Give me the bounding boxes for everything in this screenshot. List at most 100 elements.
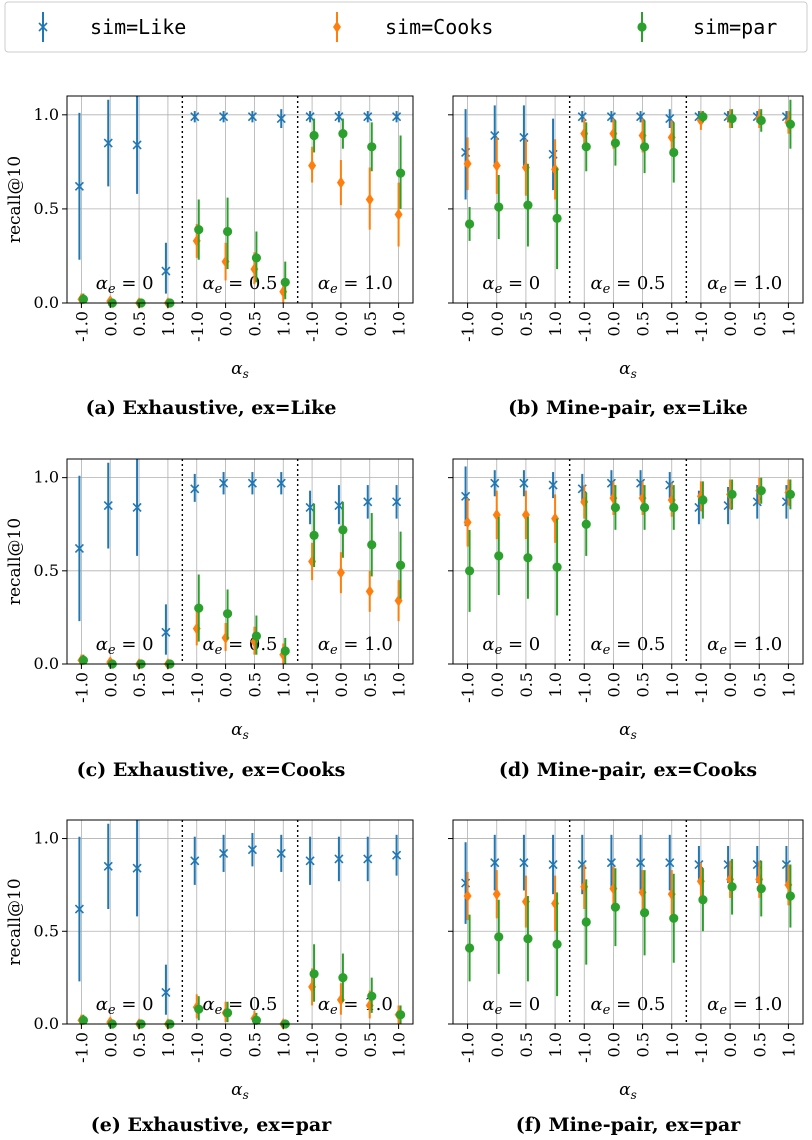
data-point	[251, 631, 262, 641]
data-point	[727, 489, 737, 500]
data-point	[610, 502, 621, 513]
legend-item-like: sim=Like	[38, 12, 186, 42]
x-tick-label: 1.0	[390, 1032, 409, 1057]
caption-b: (b) Mine-pair, ex=Like	[508, 397, 748, 419]
x-tick-label: 1.0	[159, 1032, 178, 1057]
x-tick-label: 1.0	[663, 1032, 682, 1057]
group-label: αe = 0	[96, 634, 154, 658]
y-axis-label: recall@10	[5, 878, 25, 965]
y-tick-label: 0.5	[34, 199, 59, 218]
legend-marker-diamond	[333, 12, 341, 42]
x-tick-label: 0.5	[634, 311, 653, 336]
data-point	[669, 502, 679, 513]
x-tick-label: 0.0	[217, 311, 236, 336]
data-point	[219, 848, 229, 858]
chart-panel-c: αe = 0 αe = 0.5 αe = 1.0 0.0 0.5 1.0 -1.0 0.0 0.…	[5, 458, 414, 742]
chart-panel-b: αe = 0 αe = 0.5 αe = 1.0 -1.0 0.0 0.5 1.0 -1.0 0…	[448, 95, 804, 381]
data-point	[494, 202, 504, 212]
group-label: αe = 0.5	[590, 273, 665, 297]
group-label: αe = 1.0	[707, 994, 782, 1018]
x-tick-label: 0.0	[488, 1032, 507, 1057]
x-tick-label: 0.0	[721, 311, 740, 336]
group-label: αe = 0.5	[202, 634, 277, 658]
data-point	[161, 987, 171, 998]
x-tick-label: 0.5	[245, 311, 264, 336]
y-tick-label: 0.0	[34, 654, 59, 673]
y-tick-label: 0.5	[34, 921, 59, 940]
group-label: αe = 0	[96, 994, 154, 1018]
data-point	[785, 489, 796, 500]
data-point	[365, 585, 374, 598]
data-point	[392, 112, 402, 122]
data-point	[74, 181, 84, 191]
data-point	[363, 112, 373, 122]
data-point	[606, 858, 616, 868]
data-point	[669, 913, 679, 923]
data-point	[665, 480, 675, 490]
plot-frame	[452, 95, 804, 304]
x-axis-label: αs	[619, 359, 637, 381]
data-point	[247, 478, 257, 488]
series-sim-like	[461, 105, 791, 200]
data-point	[523, 553, 533, 563]
x-tick-label: 1.0	[546, 311, 565, 336]
x-tick-label: 0.5	[130, 672, 149, 697]
x-tick-label: 1.0	[274, 672, 293, 697]
plot-frame	[452, 458, 804, 665]
x-axis-label: αs	[619, 720, 637, 742]
data-point	[577, 859, 587, 870]
x-tick-label: -1.0	[72, 1032, 91, 1063]
data-point	[490, 478, 500, 488]
data-point	[363, 854, 373, 864]
group-label: αe = 1.0	[318, 273, 393, 297]
group-label: αe = 0.5	[590, 994, 665, 1018]
series-sim-like	[74, 96, 402, 294]
data-point	[103, 138, 113, 148]
x-tick-label: 1.0	[390, 672, 409, 697]
series-sim-par	[464, 477, 796, 616]
data-point	[785, 119, 796, 129]
group-label: αe = 1.0	[318, 994, 393, 1018]
data-point	[276, 114, 286, 124]
data-point	[194, 1004, 204, 1014]
data-point	[338, 129, 348, 139]
x-tick-label: 0.5	[750, 1032, 769, 1057]
data-point	[309, 130, 319, 141]
legend-marker-shape	[333, 21, 341, 33]
group-label: αe = 0.5	[590, 634, 665, 658]
x-tick-label: 0.5	[634, 1032, 653, 1057]
plot-frame	[452, 819, 804, 1025]
plot-frame	[66, 458, 414, 665]
x-tick-label: 0.0	[217, 1032, 236, 1057]
data-point	[161, 266, 171, 276]
data-point	[336, 176, 345, 189]
y-axis-label: recall@10	[5, 518, 25, 605]
x-tick-label: 0.0	[488, 311, 507, 336]
x-tick-label: 1.0	[663, 311, 682, 336]
data-point	[394, 208, 403, 221]
x-tick-label: 1.0	[274, 311, 293, 336]
data-point	[523, 934, 533, 944]
data-point	[305, 502, 315, 513]
data-point	[365, 193, 374, 206]
data-point	[74, 904, 84, 914]
data-point	[639, 908, 650, 918]
x-tick-label: 0.0	[332, 1032, 351, 1057]
x-tick-label: 0.5	[130, 1032, 149, 1057]
data-point	[694, 859, 704, 870]
series-sim-like	[74, 820, 402, 1015]
data-point	[548, 480, 558, 490]
x-tick-label: 0.0	[332, 672, 351, 697]
data-point	[222, 609, 233, 619]
data-point	[639, 142, 650, 152]
data-point	[251, 253, 262, 263]
data-point	[639, 502, 650, 513]
legend-label: sim=Cooks	[385, 15, 493, 39]
x-tick-label: 1.0	[274, 1032, 293, 1057]
group-label: αe = 1.0	[707, 273, 782, 297]
data-point	[280, 277, 290, 287]
data-point	[756, 115, 766, 126]
series-sim-like	[461, 466, 791, 527]
data-point	[727, 113, 737, 124]
data-point	[363, 497, 373, 507]
